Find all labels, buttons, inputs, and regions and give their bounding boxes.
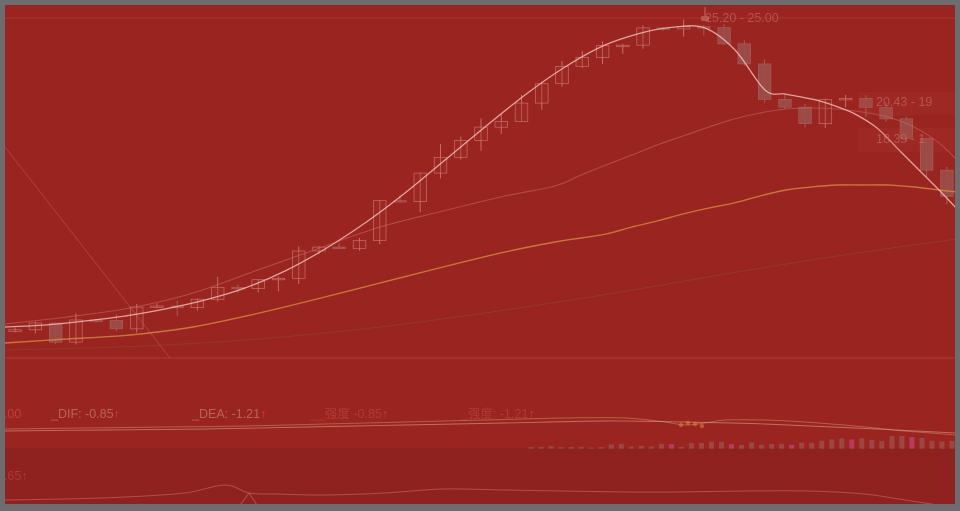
svg-text:0.65↑: 0.65↑ [5,469,28,483]
svg-text:25.20 - 25.00: 25.20 - 25.00 [705,11,779,25]
svg-text:0.00: 0.00 [5,407,21,421]
svg-text:18.39 - 1: 18.39 - 1 [876,132,925,146]
svg-text:20.43 - 19: 20.43 - 19 [876,95,932,109]
svg-text:_DEA: -1.21↑: _DEA: -1.21↑ [191,407,266,421]
svg-text:__强度 -0.85↑: __强度 -0.85↑ [310,406,388,421]
svg-text:_DIF: -0.85↑: _DIF: -0.85↑ [50,407,120,421]
